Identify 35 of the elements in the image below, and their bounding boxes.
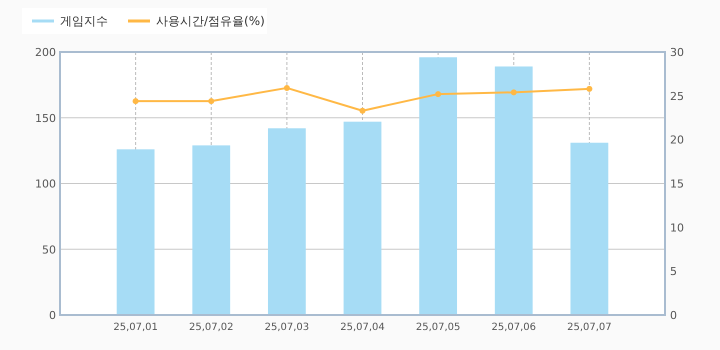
point [586,86,592,92]
bar [344,122,382,315]
bar [419,57,458,315]
y2-tick-label: 5 [670,265,677,278]
legend-label: 게임지수 [60,14,108,28]
bar [494,66,533,315]
y2-tick-label: 25 [670,90,684,103]
x-tick-label: 25,07,03 [264,322,310,333]
bar [570,142,608,315]
y-tick-label: 0 [49,309,56,322]
point [510,89,517,96]
x-tick-label: 25,07,06 [491,322,536,333]
bar [268,128,306,315]
bar [192,145,230,315]
y-tick-label: 150 [35,112,56,125]
x-tick-label: 25,07,02 [188,322,234,333]
point [208,98,214,104]
point [132,98,139,104]
x-tick-label: 25,07,05 [416,322,460,333]
y-tick-label: 200 [35,46,56,59]
y2-tick-label: 15 [670,178,684,190]
x-tick-label: 25,07,07 [567,322,612,333]
y2-tick-label: 10 [670,221,684,234]
point [360,108,366,114]
point [284,84,290,91]
y-tick-label: 100 [35,178,56,190]
y-tick-label: 50 [42,243,56,256]
point [435,91,442,98]
x-tick-label: 25,07,04 [340,322,385,333]
y2-tick-label: 20 [670,134,684,147]
x-tick-label: 25,07,01 [113,322,158,333]
legend-label: 사용시간/점유율(%) [156,14,265,28]
y2-tick-label: 0 [670,309,677,322]
y2-tick-label: 30 [670,46,684,59]
bar [116,149,155,315]
